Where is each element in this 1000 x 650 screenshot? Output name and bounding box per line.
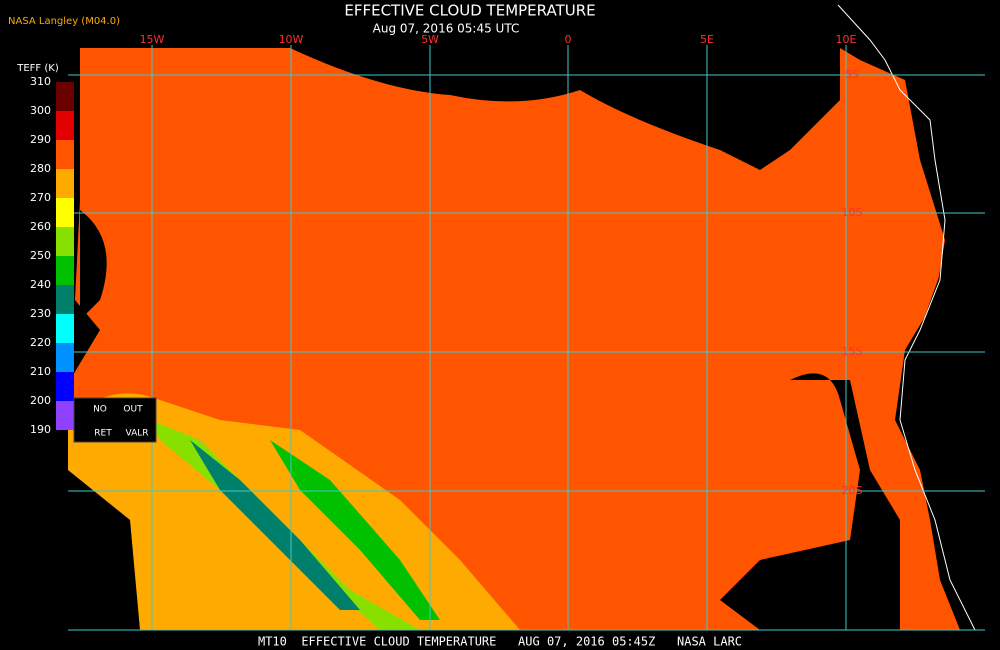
colorbar-tick-label: 220 [30, 336, 51, 349]
cloud-field [68, 48, 1000, 630]
colorbar-swatch [56, 401, 74, 430]
colorbar-swatch [56, 227, 74, 256]
colorbar-tick-label: 230 [30, 307, 51, 320]
colorbar-tick-label: 270 [30, 191, 51, 204]
colorbar-swatch [56, 140, 74, 169]
colorbar-tick-label: 260 [30, 220, 51, 233]
colorbar-note: NO [93, 405, 107, 415]
colorbar-tick-label: 190 [30, 423, 51, 436]
colorbar-swatch [56, 256, 74, 285]
colorbar-swatch [56, 82, 74, 111]
colorbar-swatch [56, 111, 74, 140]
colorbar-tick-label: 210 [30, 365, 51, 378]
longitude-label: 10E [836, 33, 857, 46]
longitude-label: 15W [140, 33, 165, 46]
colorbar-swatch [56, 169, 74, 198]
longitude-label: 5W [421, 33, 439, 46]
title: EFFECTIVE CLOUD TEMPERATURE [344, 2, 595, 20]
colorbar-note: RET [94, 429, 112, 439]
colorbar-swatch [56, 372, 74, 401]
colorbar-swatch [56, 343, 74, 372]
colorbar-tick-label: 300 [30, 104, 51, 117]
colorbar-tick-label: 250 [30, 249, 51, 262]
longitude-label: 0 [565, 33, 572, 46]
colorbar-tick-label: 200 [30, 394, 51, 407]
subtitle: Aug 07, 2016 05:45 UTC [373, 22, 520, 36]
longitude-label: 10W [279, 33, 304, 46]
colorbar-swatch [56, 314, 74, 343]
colorbar-tick-label: 290 [30, 133, 51, 146]
longitude-label: 5E [700, 33, 714, 46]
notes-box [73, 397, 157, 443]
colorbar-swatch [56, 285, 74, 314]
colorbar-tick-label: 240 [30, 278, 51, 291]
graticule: 15W 10W 5W 0 5E 10E 5S 10S 15S 20S [68, 33, 985, 631]
latitude-label: 20S [842, 484, 863, 497]
colorbar-tick-label: 310 [30, 75, 51, 88]
colorbar-swatch [56, 198, 74, 227]
colorbar-tick-label: 280 [30, 162, 51, 175]
colorbar-note: VALR [125, 429, 148, 439]
colorbar-note: OUT [123, 405, 143, 415]
latitude-label: 5S [845, 68, 859, 81]
colorbar: TEFF (K)310 300 290 280 270 260 250 240 230 220 21… [16, 63, 157, 443]
source: NASA Langley (M04.0) [8, 16, 120, 27]
footer: MT10 EFFECTIVE CLOUD TEMPERATURE AUG 07,… [258, 635, 742, 649]
colorbar-label: TEFF (K) [16, 63, 59, 74]
coastline [837, 4, 976, 631]
latitude-label: 10S [842, 206, 863, 219]
latitude-label: 15S [842, 345, 863, 358]
